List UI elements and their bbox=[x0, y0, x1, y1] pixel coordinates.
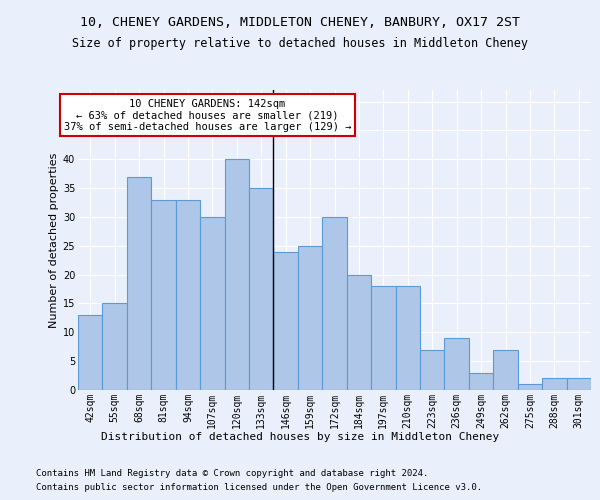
Bar bbox=[176, 200, 200, 390]
Bar bbox=[395, 286, 420, 390]
Bar bbox=[224, 159, 249, 390]
Bar bbox=[322, 217, 347, 390]
Bar bbox=[78, 315, 103, 390]
Bar bbox=[420, 350, 445, 390]
Bar bbox=[298, 246, 322, 390]
Bar bbox=[347, 274, 371, 390]
Bar bbox=[200, 217, 224, 390]
Text: Size of property relative to detached houses in Middleton Cheney: Size of property relative to detached ho… bbox=[72, 37, 528, 50]
Bar bbox=[566, 378, 591, 390]
Bar bbox=[493, 350, 518, 390]
Bar bbox=[371, 286, 395, 390]
Bar bbox=[249, 188, 274, 390]
Text: 10 CHENEY GARDENS: 142sqm
← 63% of detached houses are smaller (219)
37% of semi: 10 CHENEY GARDENS: 142sqm ← 63% of detac… bbox=[64, 98, 351, 132]
Bar bbox=[151, 200, 176, 390]
Bar bbox=[445, 338, 469, 390]
Bar bbox=[127, 176, 151, 390]
Bar bbox=[469, 372, 493, 390]
Text: Distribution of detached houses by size in Middleton Cheney: Distribution of detached houses by size … bbox=[101, 432, 499, 442]
Bar bbox=[518, 384, 542, 390]
Text: 10, CHENEY GARDENS, MIDDLETON CHENEY, BANBURY, OX17 2ST: 10, CHENEY GARDENS, MIDDLETON CHENEY, BA… bbox=[80, 16, 520, 29]
Text: Contains HM Land Registry data © Crown copyright and database right 2024.: Contains HM Land Registry data © Crown c… bbox=[36, 470, 428, 478]
Y-axis label: Number of detached properties: Number of detached properties bbox=[49, 152, 59, 328]
Bar bbox=[274, 252, 298, 390]
Text: Contains public sector information licensed under the Open Government Licence v3: Contains public sector information licen… bbox=[36, 483, 482, 492]
Bar bbox=[542, 378, 566, 390]
Bar bbox=[103, 304, 127, 390]
